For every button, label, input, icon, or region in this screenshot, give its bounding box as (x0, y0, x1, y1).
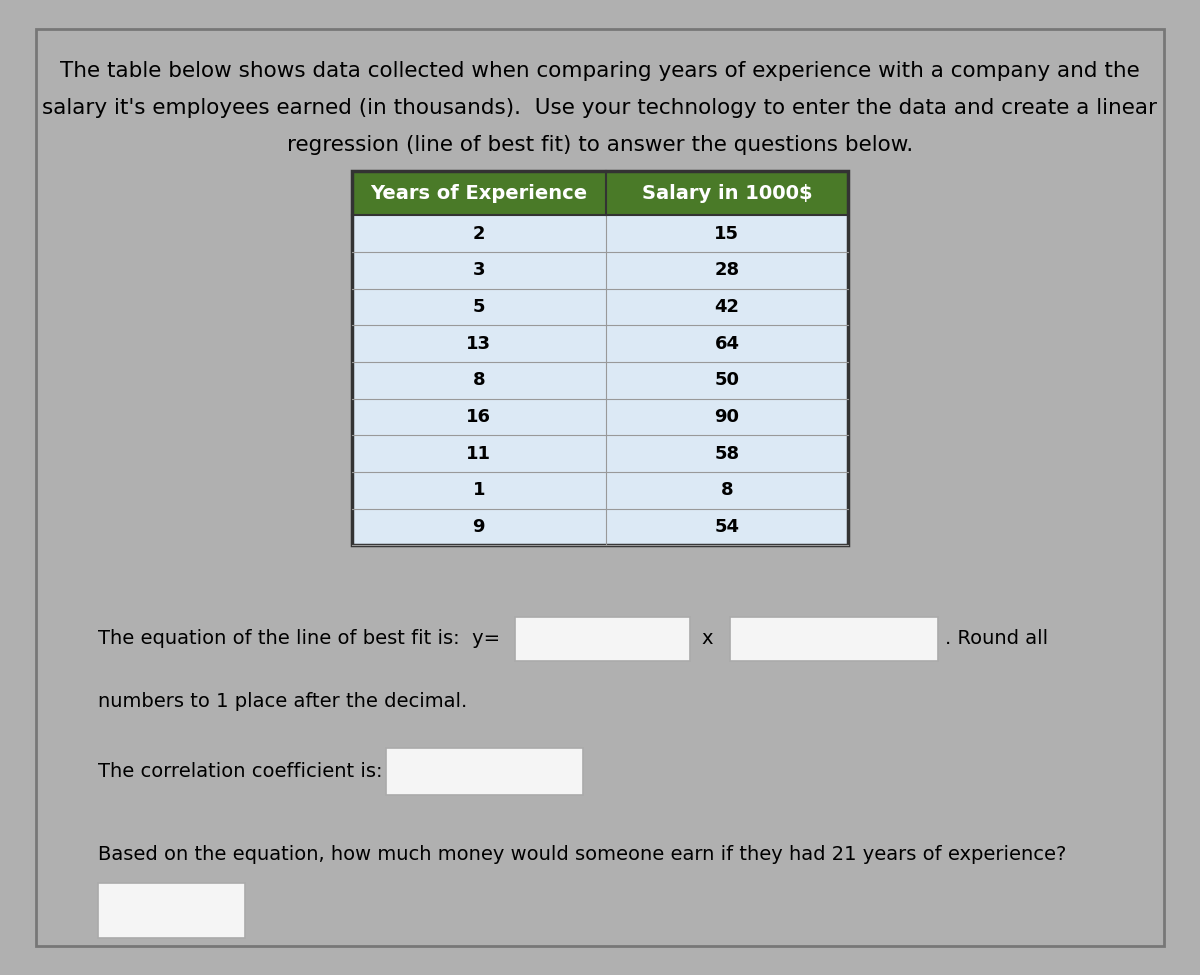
Text: 11: 11 (467, 445, 491, 462)
Text: 5: 5 (473, 298, 485, 316)
Text: 8: 8 (720, 482, 733, 499)
Text: salary it's employees earned (in thousands).  Use your technology to enter the d: salary it's employees earned (in thousan… (42, 98, 1158, 118)
Text: 54: 54 (714, 518, 739, 536)
Text: 3: 3 (473, 261, 485, 279)
Bar (352, 215, 848, 252)
Text: Years of Experience: Years of Experience (370, 184, 587, 203)
Bar (385, 748, 583, 796)
Bar (730, 617, 938, 661)
Bar (352, 252, 848, 289)
Text: The equation of the line of best fit is:  y=: The equation of the line of best fit is:… (98, 629, 500, 648)
Text: 58: 58 (714, 445, 739, 462)
Bar (352, 172, 848, 545)
Text: Salary in 1000$: Salary in 1000$ (642, 184, 812, 203)
Text: Based on the equation, how much money would someone earn if they had 21 years of: Based on the equation, how much money wo… (98, 844, 1067, 864)
Text: regression (line of best fit) to answer the questions below.: regression (line of best fit) to answer … (287, 135, 913, 155)
Text: 64: 64 (714, 334, 739, 353)
Text: 16: 16 (467, 408, 491, 426)
Text: 15: 15 (714, 224, 739, 243)
Text: The correlation coefficient is:: The correlation coefficient is: (98, 762, 383, 781)
Text: . Round all: . Round all (946, 629, 1049, 648)
Text: 90: 90 (714, 408, 739, 426)
Bar (352, 509, 848, 545)
Text: 13: 13 (467, 334, 491, 353)
Bar (352, 399, 848, 435)
Text: 8: 8 (473, 371, 485, 389)
Text: 28: 28 (714, 261, 739, 279)
Text: 50: 50 (714, 371, 739, 389)
Text: The table below shows data collected when comparing years of experience with a c: The table below shows data collected whe… (60, 61, 1140, 81)
Text: x: x (702, 629, 713, 648)
Bar (516, 617, 690, 661)
Bar (352, 472, 848, 509)
Bar (352, 172, 848, 215)
Text: numbers to 1 place after the decimal.: numbers to 1 place after the decimal. (98, 691, 467, 711)
Text: 42: 42 (714, 298, 739, 316)
Text: 1: 1 (473, 482, 485, 499)
Text: 9: 9 (473, 518, 485, 536)
Text: 2: 2 (473, 224, 485, 243)
Bar (352, 435, 848, 472)
Bar (352, 326, 848, 362)
Bar (352, 362, 848, 399)
Bar (98, 883, 245, 938)
Bar (352, 289, 848, 326)
